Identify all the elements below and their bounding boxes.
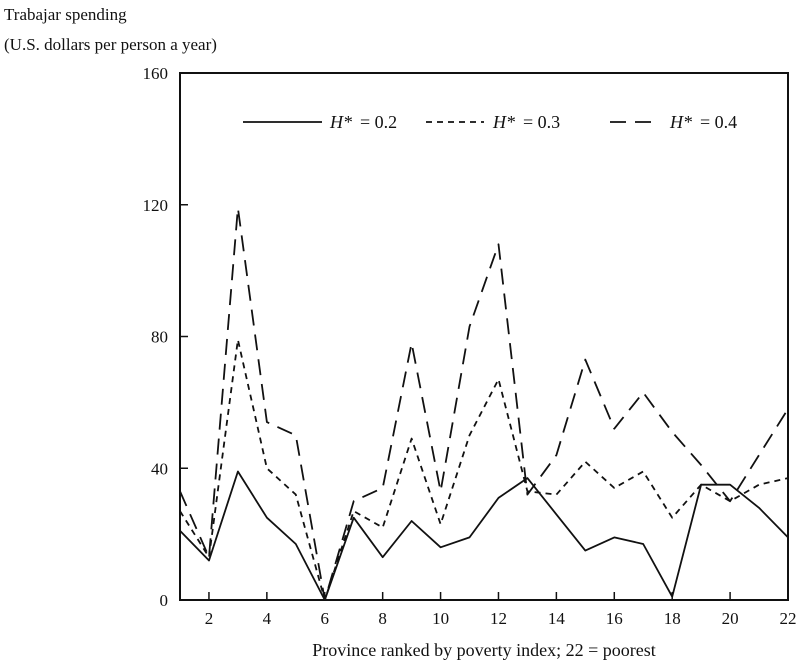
plot-frame <box>179 72 789 601</box>
x-tick-label: 20 <box>722 609 739 628</box>
legend-value-1: = 0.2 <box>360 112 397 132</box>
x-tick-label: 10 <box>432 609 449 628</box>
y-tick-label: 0 <box>160 591 169 610</box>
x-tick-label: 6 <box>321 609 330 628</box>
legend: H* = 0.2 H* = 0.3 H* = 0.4 <box>243 112 737 132</box>
legend-symbol-2: H* <box>492 112 515 132</box>
legend-value-2: = 0.3 <box>523 112 560 132</box>
y-tick-label: 160 <box>143 64 169 83</box>
series-line-1 <box>179 470 789 601</box>
x-tick-label: 18 <box>664 609 681 628</box>
y-tick-group: 0 40 80 120 160 <box>143 64 188 610</box>
x-axis-title: Province ranked by poverty index; 22 = p… <box>312 640 656 660</box>
x-tick-label: 8 <box>378 609 387 628</box>
legend-value-3: = 0.4 <box>700 112 737 132</box>
series-line-2 <box>179 338 789 601</box>
x-tick-label: 2 <box>205 609 214 628</box>
x-tick-label: 12 <box>490 609 507 628</box>
series-line-3 <box>179 207 789 601</box>
y-axis-title-line-1: Trabajar spending <box>4 5 127 24</box>
y-tick-label: 40 <box>151 459 168 478</box>
y-tick-label: 120 <box>143 196 169 215</box>
x-tick-label: 14 <box>548 609 566 628</box>
x-tick-label: 16 <box>606 609 623 628</box>
legend-symbol-3: H* <box>669 112 692 132</box>
x-tick-label: 22 <box>780 609 797 628</box>
legend-symbol-1: H* <box>329 112 352 132</box>
y-tick-label: 80 <box>151 328 168 347</box>
x-tick-label: 4 <box>263 609 272 628</box>
series-group <box>179 207 789 601</box>
y-axis-title-line-2: (U.S. dollars per person a year) <box>4 35 217 54</box>
x-tick-group: 2 4 6 8 10 12 14 16 18 20 22 <box>205 592 797 628</box>
